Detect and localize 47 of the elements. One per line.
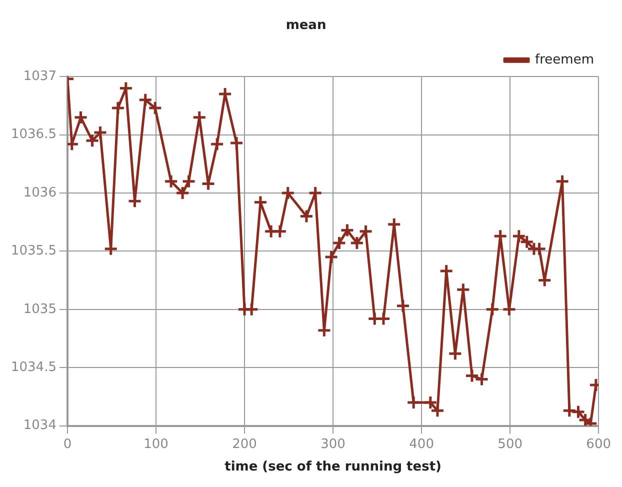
x-tick-label: 200 — [232, 436, 257, 452]
point — [272, 224, 288, 239]
y-tick-label: 1035.5 — [10, 244, 56, 259]
point — [92, 125, 108, 140]
x-tick-label: 500 — [498, 436, 522, 452]
x-tick-label: 300 — [320, 436, 346, 452]
x-tick-label: 100 — [144, 436, 168, 452]
point — [340, 223, 354, 238]
legend-label: freemem — [535, 52, 594, 68]
point — [485, 302, 500, 317]
point — [182, 174, 196, 189]
chart-title: mean — [286, 18, 326, 34]
point — [229, 136, 244, 150]
point — [406, 395, 421, 410]
point — [244, 302, 259, 317]
point — [555, 174, 570, 189]
y-tick-label: 1034 — [23, 418, 56, 434]
point — [464, 368, 480, 383]
point — [396, 298, 410, 314]
point — [358, 224, 374, 239]
point — [474, 372, 489, 386]
point — [104, 242, 118, 256]
y-tick-label: 1034.5 — [10, 360, 56, 375]
point — [299, 209, 314, 224]
point — [164, 174, 178, 189]
y-tick-label: 1036 — [23, 185, 56, 200]
x-tick-label: 0 — [63, 436, 72, 452]
x-tick-label: 400 — [409, 436, 434, 452]
point — [332, 236, 346, 250]
point — [74, 110, 88, 125]
point — [308, 186, 323, 200]
point — [316, 323, 332, 338]
point — [324, 250, 339, 264]
point — [280, 186, 296, 200]
point — [253, 195, 268, 210]
point — [175, 186, 190, 200]
point — [210, 136, 224, 152]
y-tick-label: 1036.5 — [10, 127, 56, 142]
point — [562, 403, 577, 418]
point — [85, 133, 100, 148]
y-tick-label: 1035 — [23, 302, 56, 317]
x-tick-label: 600 — [586, 436, 612, 452]
y-tick-label: 1037 — [23, 68, 56, 84]
x-axis-title: time (sec of the running test) — [224, 460, 442, 475]
point — [110, 100, 126, 116]
point — [350, 236, 364, 250]
point — [118, 80, 134, 96]
